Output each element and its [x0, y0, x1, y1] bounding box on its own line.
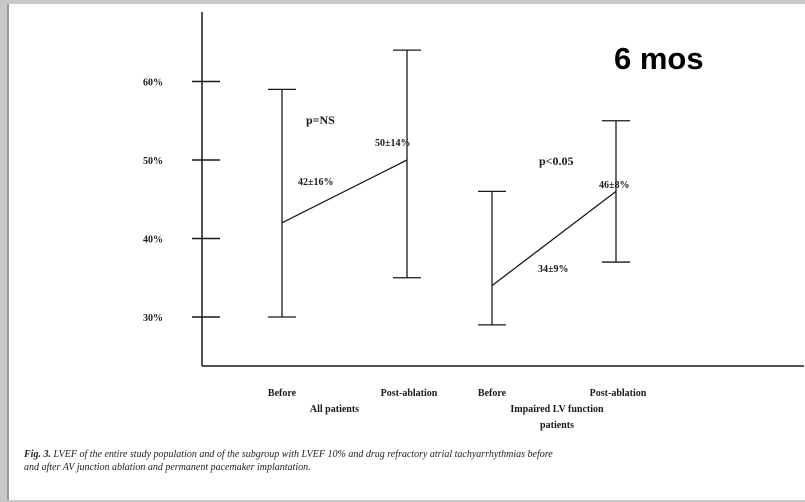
- mean-connector-line: [491, 190, 617, 287]
- mean-label: 46±8%: [599, 180, 630, 191]
- figure-caption: Fig. 3. LVEF of the entire study populat…: [24, 448, 805, 474]
- x-category-label: Post-ablation: [590, 388, 647, 399]
- mean-label: 50±14%: [375, 138, 411, 149]
- group-name-label: Impaired LV function: [510, 404, 604, 415]
- x-category-label: Post-ablation: [381, 388, 438, 399]
- caption-text-1: LVEF of the entire study population and …: [50, 449, 553, 460]
- y-tick-label: 60%: [143, 78, 163, 89]
- y-tick-label: 30%: [143, 313, 163, 324]
- caption-fig-label: Fig. 3.: [24, 449, 51, 460]
- mean-label: 42±16%: [298, 177, 334, 188]
- ejection-fraction-chart: 60% 50% 40% 30% Before 42±16% Post-ablation 50±…: [143, 12, 804, 431]
- x-category-label: Before: [268, 388, 297, 399]
- y-tick-label: 40%: [143, 235, 163, 246]
- group-name-label: All patients: [310, 404, 359, 415]
- caption-line-2: and after AV junction ablation and perma…: [24, 462, 311, 473]
- p-value-label: p<0.05: [539, 154, 574, 168]
- mean-label: 34±9%: [538, 264, 569, 275]
- figure-frame: 60% 50% 40% 30% Before 42±16% Post-ablation 50±…: [7, 4, 805, 500]
- overlay-label: 6 mos: [614, 41, 704, 76]
- group-name-label: patients: [540, 420, 574, 431]
- mean-connector-line: [281, 159, 408, 224]
- p-value-label: p=NS: [306, 113, 335, 127]
- y-tick-label: 50%: [143, 156, 163, 167]
- caption-line-1: Fig. 3. LVEF of the entire study populat…: [24, 448, 805, 461]
- x-category-label: Before: [478, 388, 507, 399]
